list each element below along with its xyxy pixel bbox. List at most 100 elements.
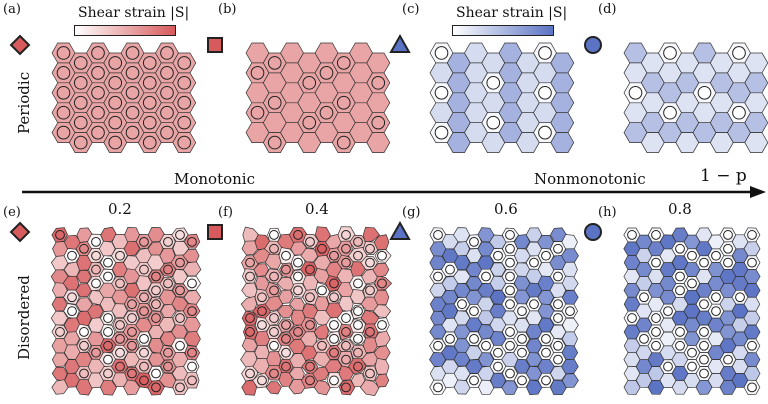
inclusion-circle — [433, 340, 443, 351]
inclusion-circle — [505, 243, 515, 254]
cell — [278, 289, 294, 304]
inclusion-circle — [91, 85, 105, 100]
inclusion-circle — [651, 257, 661, 268]
inclusion-circle — [699, 257, 709, 268]
inclusion-circle — [177, 95, 192, 110]
cell — [549, 379, 568, 396]
inclusion-circle — [139, 361, 149, 372]
inclusion-circle — [341, 243, 351, 254]
cell — [374, 357, 390, 375]
p-value-e: 0.2 — [108, 200, 132, 218]
panel-label-c: (c) — [402, 2, 420, 17]
inclusion-circle — [269, 313, 279, 323]
inclusion-circle — [627, 313, 637, 323]
inclusion-circle — [56, 46, 71, 60]
p-value-f: 0.4 — [305, 200, 329, 218]
inclusion-circle — [538, 85, 552, 100]
inclusion-circle — [651, 313, 661, 323]
inclusion-circle — [505, 340, 515, 351]
inclusion-circle — [142, 115, 157, 130]
cell — [562, 317, 579, 333]
inclusion-circle — [160, 85, 174, 100]
inclusion-circle — [56, 85, 71, 100]
inclusion-circle — [142, 76, 157, 90]
inclusion-circle — [108, 76, 123, 90]
inclusion-circle — [103, 327, 113, 337]
inclusion-circle — [73, 115, 88, 130]
inclusion-circle — [319, 66, 334, 80]
cell — [373, 345, 391, 360]
inclusion-circle — [365, 243, 375, 254]
inclusion-circle — [175, 285, 185, 296]
regime-monotonic: Monotonic — [174, 170, 255, 188]
cell — [359, 379, 380, 396]
inclusion-circle — [747, 340, 757, 351]
inclusion-circle — [245, 271, 255, 282]
cell — [743, 269, 761, 284]
triangle-marker-icon — [389, 220, 411, 240]
inclusion-circle — [55, 230, 65, 240]
inclusion-circle — [699, 354, 709, 365]
inclusion-circle — [317, 285, 327, 296]
panel-label-e: (e) — [3, 205, 21, 220]
inclusion-circle — [747, 257, 757, 268]
inclusion-circle — [723, 230, 733, 240]
inclusion-circle — [108, 135, 123, 150]
inclusion-circle — [103, 313, 113, 323]
inclusion-circle — [663, 361, 673, 372]
inclusion-circle — [538, 46, 552, 60]
cell — [561, 373, 579, 388]
inclusion-circle — [269, 271, 279, 282]
inclusion-circle — [505, 285, 515, 296]
inclusion-circle — [735, 292, 745, 303]
inclusion-circle — [723, 354, 733, 365]
inclusion-circle — [91, 105, 105, 120]
inclusion-circle — [353, 306, 363, 317]
inclusion-circle — [108, 95, 123, 110]
inclusion-circle — [269, 243, 279, 254]
inclusion-circle — [434, 46, 449, 60]
inclusion-circle — [553, 243, 563, 254]
inclusion-circle — [723, 257, 733, 268]
inclusion-circle — [353, 347, 363, 358]
inclusion-circle — [115, 347, 125, 358]
inclusion-circle — [505, 299, 515, 310]
circle-marker-icon — [584, 223, 602, 241]
panel-label-f: (f) — [218, 205, 233, 220]
inclusion-circle — [329, 320, 339, 330]
cell — [478, 379, 495, 395]
inclusion-circle — [377, 320, 387, 330]
inclusion-circle — [651, 230, 661, 240]
inclusion-circle — [341, 230, 351, 240]
inclusion-circle — [305, 264, 315, 275]
inclusion-circle — [293, 257, 303, 268]
inclusion-circle — [245, 257, 255, 268]
inclusion-circle — [175, 340, 185, 351]
inclusion-circle — [269, 327, 279, 337]
inclusion-circle — [250, 105, 265, 120]
cell — [158, 372, 177, 389]
inclusion-circle — [565, 306, 575, 317]
inclusion-circle — [175, 382, 185, 393]
cell — [453, 269, 471, 284]
inclusion-circle — [293, 230, 303, 240]
inclusion-circle — [293, 271, 303, 282]
inclusion-circle — [269, 285, 279, 296]
inclusion-circle — [175, 230, 185, 240]
inclusion-circle — [163, 361, 173, 372]
inclusion-circle — [293, 285, 303, 296]
inclusion-circle — [553, 271, 563, 282]
inclusion-circle — [151, 271, 161, 282]
inclusion-circle — [481, 271, 491, 282]
inclusion-circle — [127, 368, 137, 379]
inclusion-circle — [341, 257, 351, 268]
p-value-g: 0.6 — [494, 200, 518, 218]
inclusion-circle — [163, 347, 173, 358]
triangle-marker-icon — [389, 33, 411, 53]
inclusion-circle — [151, 299, 161, 310]
inclusion-circle — [281, 250, 291, 261]
square-marker-icon — [207, 224, 223, 240]
cell — [241, 240, 259, 256]
inclusion-circle — [505, 257, 515, 268]
cell — [171, 227, 189, 242]
